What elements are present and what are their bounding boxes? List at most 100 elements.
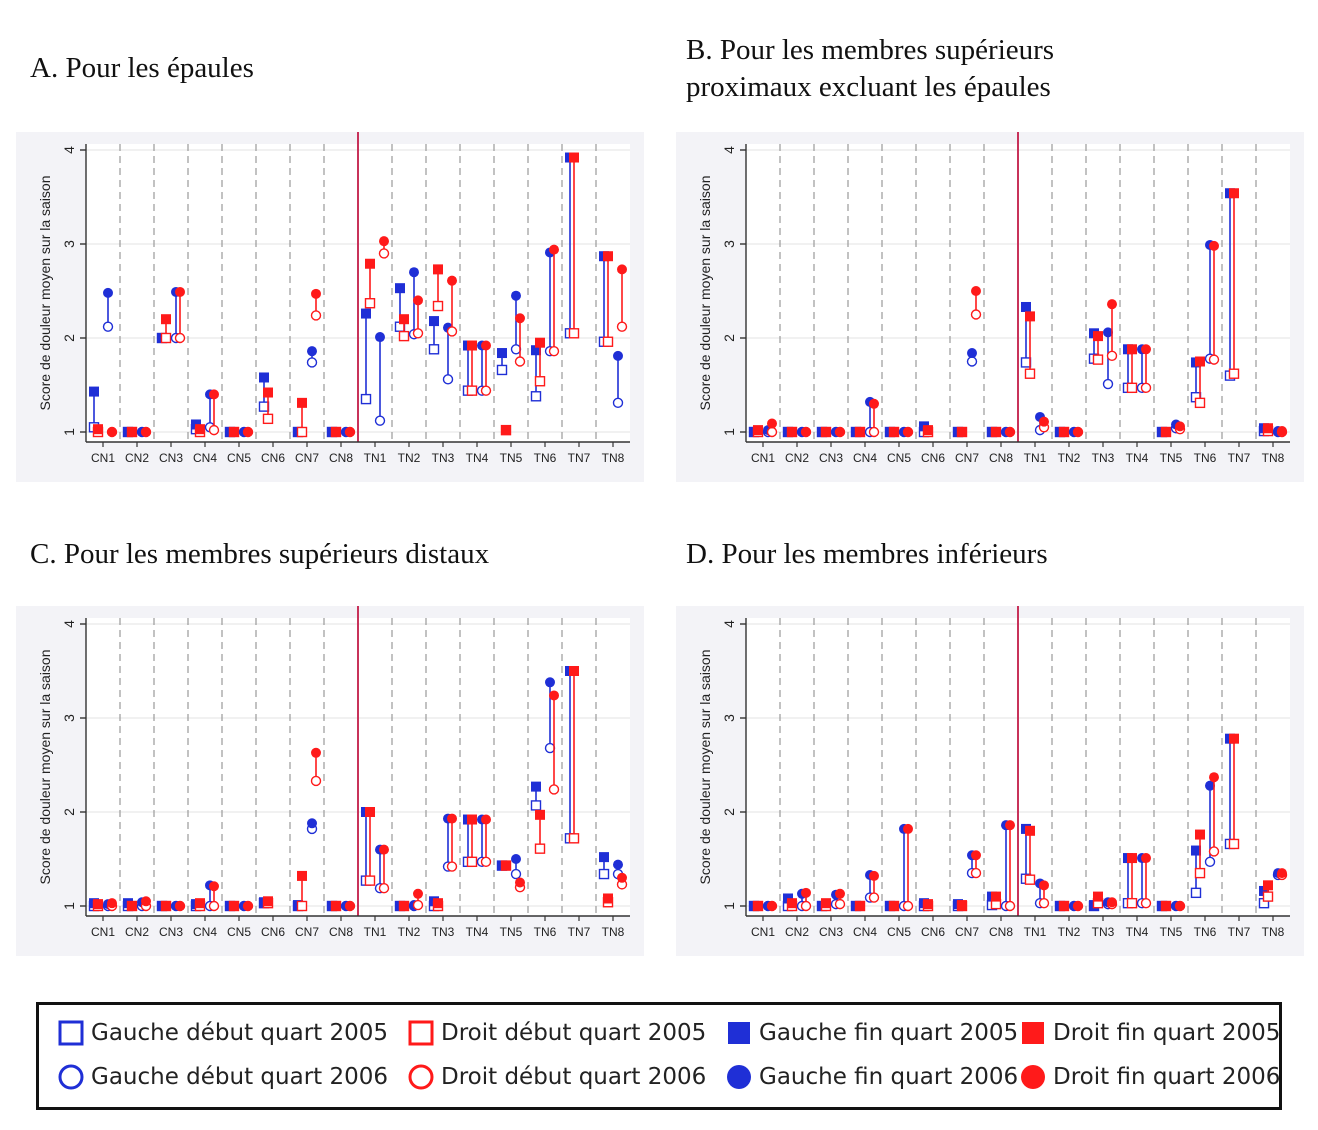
- marker-fin-2006: [107, 898, 117, 909]
- y-tick-label: 2: [61, 334, 77, 342]
- x-tick-label: TN6: [1194, 451, 1217, 465]
- y-tick-label: 1: [721, 428, 737, 436]
- x-tick-label: TN5: [1160, 451, 1183, 465]
- marker-fin-2005: [433, 898, 443, 909]
- marker-fin-2006: [209, 389, 219, 400]
- marker-debut-2006: [1102, 378, 1114, 390]
- marker-fin-2006: [375, 332, 385, 343]
- x-tick-label: TN7: [568, 925, 591, 939]
- marker-debut-2005: [296, 900, 308, 912]
- marker-fin-2005: [957, 427, 967, 437]
- x-tick-label: TN2: [1058, 925, 1081, 939]
- marker-fin-2006: [869, 870, 879, 881]
- marker-debut-2006: [1004, 900, 1016, 912]
- y-axis-label: Score de douleur moyen sur la saison: [37, 175, 53, 410]
- x-tick-label: CN4: [853, 451, 877, 465]
- marker-fin-2005: [127, 901, 137, 911]
- marker-debut-2006: [480, 385, 492, 396]
- marker-fin-2005: [263, 387, 273, 398]
- marker-debut-2006: [548, 345, 560, 357]
- legend-item-gauche-debut-2006: Gauche début quart 2006: [57, 1063, 388, 1091]
- x-tick-label: TN2: [398, 451, 421, 465]
- marker-debut-2005: [262, 413, 274, 425]
- open-circle-red-icon: [407, 1063, 435, 1091]
- x-tick-label: TN3: [432, 451, 455, 465]
- marker-fin-2005: [467, 340, 477, 351]
- legend-item-gauche-fin-2005: Gauche fin quart 2005: [725, 1019, 1018, 1047]
- marker-fin-2005: [923, 899, 933, 910]
- chart-a-svg: 1 2 3 4 Score de douleur moyen sur la saison…: [16, 132, 644, 482]
- marker-debut-2005: [1126, 897, 1138, 909]
- marker-debut-2006: [1208, 846, 1220, 857]
- marker-fin-2005: [1195, 829, 1205, 840]
- marker-fin-2006: [413, 295, 423, 306]
- x-tick-label: CN8: [329, 925, 353, 939]
- marker-fin-2005: [569, 152, 579, 163]
- marker-debut-2006: [208, 900, 220, 912]
- marker-debut-2006: [510, 868, 522, 880]
- chart-a-shoulders: 1 2 3 4 Score de douleur moyen sur la saison…: [16, 132, 644, 482]
- marker-fin-2006: [967, 348, 977, 359]
- marker-debut-2006: [310, 310, 322, 321]
- chart-b-upper-proximal: 1 2 3 4 Score de douleur moyen sur la saison…: [676, 132, 1304, 482]
- marker-fin-2005: [331, 901, 341, 911]
- chart-c-svg: 1 2 3 4 Score de douleur moyen sur la saison…: [16, 606, 644, 956]
- x-tick-label: CN3: [819, 925, 843, 939]
- marker-fin-2006: [801, 887, 811, 898]
- marker-debut-2005: [598, 868, 610, 880]
- x-tick-label: CN6: [921, 451, 945, 465]
- x-tick-label: TN4: [1126, 451, 1149, 465]
- marker-fin-2005: [297, 397, 307, 408]
- panel-c-title: C. Pour les membres supérieurs distaux: [30, 538, 490, 570]
- legend-item-gauche-fin-2006: Gauche fin quart 2006: [725, 1063, 1018, 1091]
- marker-debut-2006: [544, 742, 556, 754]
- marker-fin-2006: [511, 854, 521, 864]
- marker-fin-2006: [1205, 780, 1215, 791]
- marker-fin-2005: [991, 427, 1001, 437]
- legend-item-droit-fin-2005: Droit fin quart 2005: [1019, 1019, 1280, 1047]
- marker-fin-2005: [1263, 880, 1273, 891]
- y-tick-label: 1: [61, 902, 77, 910]
- marker-debut-2006: [310, 775, 322, 787]
- x-tick-label: CN2: [785, 451, 809, 465]
- marker-fin-2005: [855, 427, 865, 437]
- marker-fin-2006: [141, 427, 151, 437]
- marker-fin-2005: [399, 314, 409, 325]
- marker-debut-2006: [766, 426, 778, 438]
- x-tick-label: TN1: [364, 451, 387, 465]
- marker-debut-2006: [412, 328, 424, 339]
- marker-fin-2006: [1209, 240, 1219, 251]
- x-tick-label: CN3: [819, 451, 843, 465]
- marker-fin-2006: [903, 823, 913, 834]
- marker-fin-2006: [345, 427, 355, 437]
- legend-item-droit-debut-2005: Droit début quart 2005: [407, 1019, 706, 1047]
- marker-fin-2006: [175, 901, 185, 911]
- marker-fin-2005: [365, 258, 375, 269]
- marker-fin-2005: [1195, 356, 1205, 367]
- marker-fin-2005: [531, 345, 541, 356]
- x-tick-label: CN4: [853, 925, 877, 939]
- marker-debut-2005: [466, 385, 478, 396]
- marker-debut-2006: [548, 784, 560, 795]
- x-tick-label: TN3: [432, 925, 455, 939]
- marker-fin-2005: [821, 898, 831, 909]
- y-tick-label: 4: [61, 146, 77, 154]
- x-tick-label: CN6: [921, 925, 945, 939]
- marker-debut-2005: [530, 800, 542, 811]
- marker-debut-2005: [534, 376, 546, 387]
- marker-fin-2005: [229, 427, 239, 437]
- marker-debut-2006: [514, 356, 526, 367]
- marker-debut-2006: [480, 856, 492, 868]
- marker-fin-2006: [1073, 901, 1083, 911]
- marker-debut-2005: [534, 843, 546, 854]
- marker-debut-2005: [1190, 887, 1202, 899]
- marker-fin-2006: [1103, 327, 1113, 338]
- marker-fin-2006: [1107, 299, 1117, 310]
- marker-fin-2005: [161, 314, 171, 325]
- y-tick-label: 2: [721, 334, 737, 342]
- x-tick-label: TN3: [1092, 925, 1115, 939]
- chart-d-lower-limbs: 1 2 3 4 Score de douleur moyen sur la saison…: [676, 606, 1304, 956]
- marker-debut-2005: [602, 336, 614, 347]
- marker-fin-2006: [1175, 421, 1185, 432]
- legend-item-droit-debut-2006: Droit début quart 2006: [407, 1063, 706, 1091]
